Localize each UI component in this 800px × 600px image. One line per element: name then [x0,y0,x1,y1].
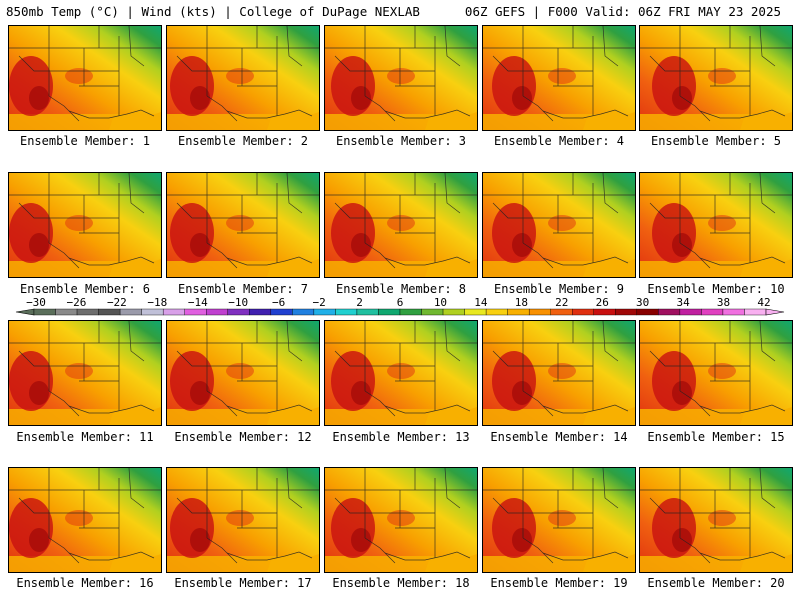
ensemble-member-map [324,172,478,278]
ensemble-member-label: Ensemble Member: 15 [647,430,785,444]
colorbar-swatch [33,308,56,316]
ensemble-member-map [639,320,793,426]
colorbar-swatch [184,308,207,316]
colorbar-swatch [206,308,228,316]
colorbar-swatch [615,308,638,316]
colorbar-swatch [636,308,659,316]
ensemble-member-label: Ensemble Member: 1 [19,134,151,148]
ensemble-member-label: Ensemble Member: 8 [335,282,467,296]
colorbar-tick-label: −10 [228,296,249,309]
colorbar-swatch [76,308,99,316]
colorbar-tick-label: 18 [514,296,528,309]
ensemble-member-map [8,320,162,426]
colorbar-left-arrow [15,308,35,316]
colorbar-swatch [722,308,745,316]
colorbar-swatch [701,308,724,316]
run-info: 06Z GEFS | F000 Valid: 06Z FRI MAY 23 20… [464,4,781,19]
colorbar-swatch [485,308,508,316]
ensemble-member-map [482,320,636,426]
ensemble-member-map [8,172,162,278]
colorbar-tick-label: −6 [272,296,286,309]
colorbar-tick-label: −18 [147,296,168,309]
colorbar-swatch [292,308,315,316]
colorbar-swatch [572,308,594,316]
colorbar-tick-label: 2 [356,296,363,309]
ensemble-member-label: Ensemble Member: 10 [647,282,785,296]
colorbar-swatch [658,308,681,316]
ensemble-member-label: Ensemble Member: 11 [16,430,154,444]
colorbar-swatch [464,308,487,316]
colorbar-tick-label: −26 [66,296,87,309]
colorbar-tick-label: 38 [716,296,731,309]
colorbar-tick-label: −30 [26,296,46,309]
ensemble-member-map [639,172,793,278]
colorbar-swatch [55,308,78,316]
colorbar-swatch [528,308,551,316]
colorbar-swatch [119,308,142,316]
ensemble-member-label: Ensemble Member: 4 [493,134,625,148]
colorbar-swatch [378,308,401,316]
colorbar-swatch [442,308,465,316]
colorbar-tick-label: 6 [396,296,404,309]
ensemble-member-label: Ensemble Member: 19 [490,576,628,590]
colorbar-swatch [313,308,336,316]
colorbar-swatch [270,308,293,316]
ensemble-member-label: Ensemble Member: 20 [647,576,785,590]
ensemble-member-map [324,25,478,131]
ensemble-member-map [482,467,636,573]
ensemble-member-label: Ensemble Member: 14 [490,430,628,444]
ensemble-member-label: Ensemble Member: 6 [19,282,151,296]
colorbar-swatch [421,308,444,316]
ensemble-member-map [324,467,478,573]
colorbar-swatch [550,308,573,316]
ensemble-member-label: Ensemble Member: 5 [650,134,782,148]
colorbar-swatch [227,308,250,316]
colorbar-swatch [335,308,358,316]
colorbar-swatch [507,308,530,316]
colorbar-tick-label: −22 [106,296,127,309]
colorbar-swatch [356,308,379,316]
map-title: 850mb Temp (°C) | Wind (kts) | College o… [6,4,420,19]
colorbar-swatch [162,308,185,316]
ensemble-member-map [8,467,162,573]
colorbar-swatch [249,308,272,316]
ensemble-member-map [639,467,793,573]
colorbar-tick-label: 26 [595,296,609,309]
colorbar-tick-label: −2 [312,296,326,309]
ensemble-member-label: Ensemble Member: 16 [16,576,154,590]
colorbar-tick-label: 30 [636,296,650,309]
ensemble-member-map [482,172,636,278]
ensemble-member-map [166,320,320,426]
colorbar-swatch [141,308,164,316]
colorbar-tick-label: 34 [676,296,690,309]
colorbar-right-arrow [765,308,785,316]
ensemble-member-label: Ensemble Member: 13 [332,430,470,444]
ensemble-member-label: Ensemble Member: 7 [177,282,309,296]
ensemble-member-map [166,467,320,573]
colorbar-swatch [679,308,702,316]
colorbar-swatch [593,308,616,316]
ensemble-member-label: Ensemble Member: 9 [493,282,625,296]
colorbar-swatch [744,308,767,316]
ensemble-member-map [8,25,162,131]
colorbar-swatch [98,308,121,316]
ensemble-member-label: Ensemble Member: 17 [174,576,312,590]
ensemble-member-map [166,25,320,131]
ensemble-member-label: Ensemble Member: 12 [174,430,312,444]
colorbar-tick-label: 10 [433,296,448,309]
ensemble-member-map [639,25,793,131]
ensemble-member-map [482,25,636,131]
colorbar-tick-label: 22 [555,296,569,309]
ensemble-member-map [166,172,320,278]
colorbar-tick-label: 14 [474,296,488,309]
ensemble-member-label: Ensemble Member: 2 [177,134,309,148]
colorbar-tick-label: 42 [757,296,771,309]
colorbar-tick-label: −14 [187,296,208,309]
colorbar-swatch [399,308,422,316]
ensemble-member-label: Ensemble Member: 18 [332,576,470,590]
ensemble-member-map [324,320,478,426]
temperature-colorbar [15,308,785,316]
ensemble-member-label: Ensemble Member: 3 [335,134,467,148]
